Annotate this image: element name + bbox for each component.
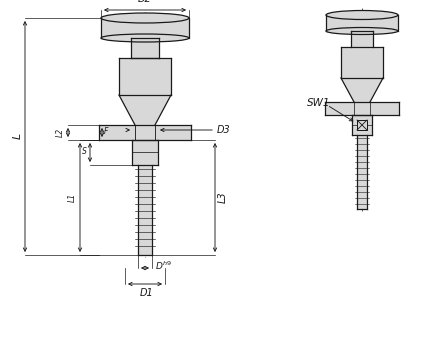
Bar [351,31,373,47]
Bar [138,165,152,255]
Text: D2: D2 [138,0,152,4]
Text: L3: L3 [218,191,228,203]
Text: $D^{h9}$: $D^{h9}$ [155,260,172,272]
Polygon shape [341,78,383,102]
Text: S: S [82,147,87,156]
Bar [119,58,171,95]
Bar [326,15,398,31]
Bar [352,115,372,135]
Bar [101,18,189,38]
Bar [131,38,159,58]
Text: L2: L2 [56,128,65,137]
Polygon shape [119,95,171,125]
Bar [357,135,367,209]
Text: D1: D1 [140,288,154,298]
Ellipse shape [326,27,398,35]
Bar [325,102,399,115]
Bar [99,125,191,140]
Ellipse shape [101,34,189,42]
Text: SW1: SW1 [307,98,330,108]
Text: D3: D3 [217,125,231,135]
Bar [357,120,367,130]
Text: F: F [104,128,109,137]
Ellipse shape [101,13,189,23]
Ellipse shape [326,11,398,20]
Bar [132,140,158,165]
Bar [341,47,383,78]
Text: L1: L1 [68,192,77,202]
Text: L: L [13,133,23,139]
